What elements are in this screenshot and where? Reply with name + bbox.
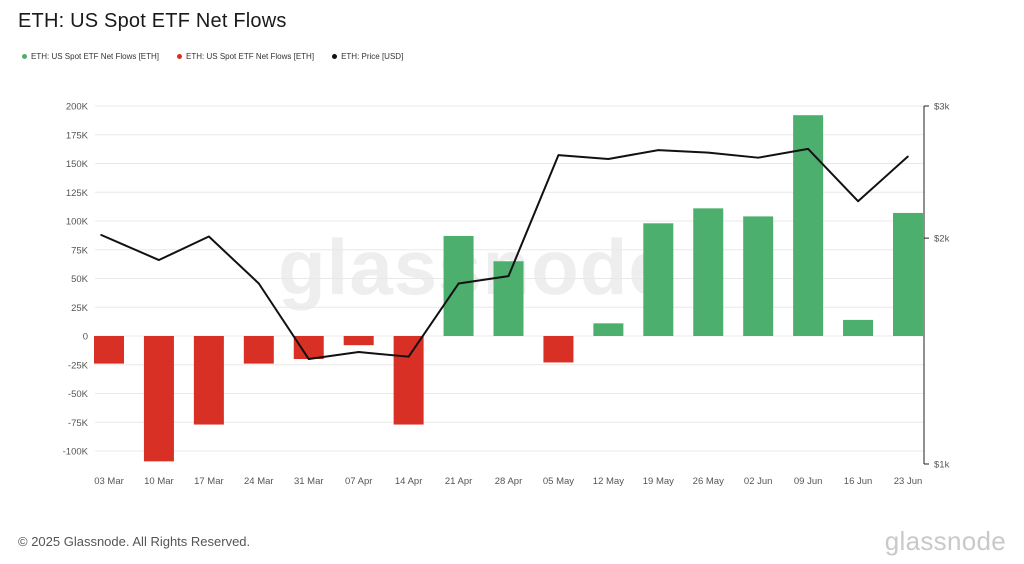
left-tick-label: -25K bbox=[68, 360, 89, 371]
x-tick-label: 31 Mar bbox=[294, 476, 324, 487]
inflow-bar bbox=[493, 261, 524, 336]
legend: ETH: US Spot ETF Net Flows [ETH] ETH: US… bbox=[22, 52, 403, 61]
legend-dot-red bbox=[177, 54, 183, 59]
x-tick-label: 05 May bbox=[543, 476, 574, 487]
price-point bbox=[807, 148, 809, 150]
right-tick-label: $1k bbox=[934, 460, 950, 471]
chart-title: ETH: US Spot ETF Net Flows bbox=[18, 10, 287, 32]
price-point bbox=[607, 158, 610, 160]
x-tick-label: 23 Jun bbox=[894, 476, 923, 487]
price-point bbox=[907, 155, 909, 158]
outflow-bar bbox=[393, 336, 424, 425]
left-tick-label: 150K bbox=[66, 159, 89, 170]
legend-item-price[interactable]: ETH: Price [USD] bbox=[332, 52, 403, 61]
price-point bbox=[100, 234, 102, 236]
price-point bbox=[757, 156, 759, 159]
legend-label: ETH: Price [USD] bbox=[341, 52, 404, 61]
price-point bbox=[208, 235, 210, 238]
brand-logo: glassnode bbox=[884, 526, 1006, 556]
inflow-bar bbox=[593, 323, 624, 336]
x-tick-label: 17 Mar bbox=[194, 476, 224, 487]
inflow-bar bbox=[443, 235, 474, 336]
x-tick-label: 02 Jun bbox=[744, 476, 773, 487]
left-tick-label: 50K bbox=[71, 274, 89, 285]
legend-dot-green bbox=[22, 54, 27, 59]
left-tick-label: 75K bbox=[71, 245, 89, 256]
legend-dot-black bbox=[332, 54, 338, 59]
left-tick-label: -75K bbox=[68, 418, 89, 429]
x-tick-label: 07 Apr bbox=[345, 476, 372, 487]
price-point bbox=[707, 151, 710, 154]
inflow-bar bbox=[743, 216, 774, 336]
x-tick-label: 14 Apr bbox=[395, 476, 422, 487]
legend-label: ETH: US Spot ETF Net Flows [ETH] bbox=[186, 52, 315, 61]
legend-item-outflows[interactable]: ETH: US Spot ETF Net Flows [ETH] bbox=[177, 52, 314, 61]
price-point bbox=[557, 154, 560, 156]
outflow-bar bbox=[293, 336, 324, 359]
inflow-bar bbox=[893, 212, 923, 336]
legend-label: ETH: US Spot ETF Net Flows [ETH] bbox=[31, 52, 160, 61]
x-tick-label: 10 Mar bbox=[144, 476, 174, 487]
inflow-bar bbox=[693, 208, 724, 336]
legend-item-inflows[interactable]: ETH: US Spot ETF Net Flows [ETH] bbox=[22, 52, 159, 61]
price-point bbox=[857, 200, 859, 202]
left-tick-label: 125K bbox=[66, 188, 89, 199]
outflow-bar bbox=[343, 336, 374, 346]
x-tick-label: 16 Jun bbox=[844, 476, 873, 487]
outflow-bar bbox=[193, 336, 224, 425]
copyright-footer: © 2025 Glassnode. All Rights Reserved. bbox=[18, 534, 251, 549]
x-tick-label: 28 Apr bbox=[495, 476, 522, 487]
x-tick-label: 26 May bbox=[693, 476, 724, 487]
price-point bbox=[158, 259, 160, 261]
left-tick-label: -100K bbox=[63, 447, 89, 458]
inflow-bar bbox=[793, 115, 824, 336]
price-point bbox=[657, 149, 660, 151]
price-point bbox=[307, 358, 310, 360]
x-tick-label: 21 Apr bbox=[445, 476, 472, 487]
x-tick-label: 09 Jun bbox=[794, 476, 823, 487]
price-point bbox=[258, 282, 260, 285]
inflow-bar bbox=[643, 223, 674, 336]
right-tick-label: $3k bbox=[934, 102, 950, 113]
x-tick-label: 24 Mar bbox=[244, 476, 274, 487]
price-point bbox=[507, 275, 510, 277]
right-tick-label: $2k bbox=[934, 234, 950, 245]
left-tick-label: 25K bbox=[71, 303, 89, 314]
left-tick-label: 175K bbox=[66, 130, 89, 141]
price-point bbox=[457, 282, 460, 285]
outflow-bar bbox=[143, 336, 174, 462]
left-tick-label: 0 bbox=[83, 332, 88, 343]
outflow-bar bbox=[543, 336, 574, 363]
price-point bbox=[407, 355, 410, 358]
x-tick-label: 12 May bbox=[593, 476, 624, 487]
x-tick-label: 19 May bbox=[643, 476, 674, 487]
outflow-bar bbox=[94, 336, 124, 364]
left-tick-label: 100K bbox=[66, 217, 89, 228]
left-tick-label: 200K bbox=[66, 102, 89, 113]
outflow-bar bbox=[243, 336, 274, 364]
inflow-bar bbox=[843, 319, 874, 336]
price-point bbox=[357, 351, 360, 353]
left-tick-label: -50K bbox=[68, 389, 89, 400]
x-tick-label: 03 Mar bbox=[94, 476, 124, 487]
